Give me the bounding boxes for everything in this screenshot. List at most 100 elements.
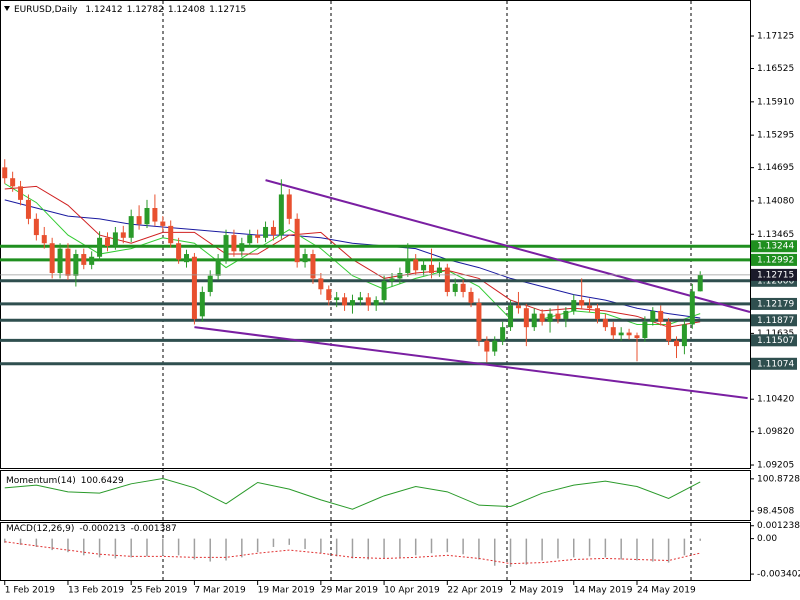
candle-body bbox=[587, 305, 593, 309]
candle-body bbox=[365, 297, 371, 306]
candle-body bbox=[405, 259, 411, 273]
candle-body bbox=[97, 237, 103, 257]
candle-body bbox=[57, 248, 63, 273]
candle-body bbox=[594, 308, 600, 320]
y-tick-label: 1.14080 bbox=[757, 196, 794, 206]
candle-body bbox=[484, 340, 490, 352]
level-label: 1.13244 bbox=[757, 242, 794, 252]
trendline bbox=[265, 179, 751, 313]
candle-body bbox=[342, 297, 348, 306]
candle-body bbox=[421, 264, 427, 271]
candle-body bbox=[318, 278, 324, 290]
candle-body bbox=[112, 232, 118, 246]
candle-body bbox=[610, 327, 616, 336]
x-tick-label: 22 Apr 2019 bbox=[447, 586, 503, 596]
candle-body bbox=[689, 291, 695, 325]
level-label: 1.12992 bbox=[757, 255, 794, 265]
y-tick-label: 0.00 bbox=[757, 534, 777, 544]
level-label-box bbox=[751, 314, 797, 327]
level-label: 1.11074 bbox=[757, 359, 794, 369]
candle-body bbox=[523, 308, 529, 328]
candle-body bbox=[49, 243, 55, 273]
candle-body bbox=[579, 300, 585, 306]
candle-body bbox=[500, 327, 506, 341]
candle-body bbox=[215, 259, 221, 276]
candle-body bbox=[184, 254, 190, 263]
x-tick-label: 10 Apr 2019 bbox=[384, 586, 440, 596]
candle-body bbox=[436, 267, 442, 273]
candle-body bbox=[73, 254, 79, 276]
candle-body bbox=[674, 340, 680, 347]
momentum-frame bbox=[0, 470, 751, 521]
candle-body bbox=[310, 254, 316, 279]
level-label-box bbox=[751, 334, 797, 347]
candle-body bbox=[104, 237, 110, 246]
candle-body bbox=[658, 310, 664, 322]
candle-body bbox=[231, 235, 237, 252]
y-tick-label: 1.09205 bbox=[757, 461, 794, 471]
candle-body bbox=[571, 300, 577, 311]
candle-body bbox=[128, 216, 134, 238]
candle-body bbox=[642, 321, 648, 338]
x-tick-label: 7 Mar 2019 bbox=[194, 586, 246, 596]
current-price-label: 1.12715 bbox=[757, 270, 794, 280]
open: 1.12412 bbox=[85, 5, 122, 15]
symbol: EURUSD,Daily bbox=[14, 5, 78, 15]
current-price-box bbox=[751, 268, 797, 281]
candle-body bbox=[33, 218, 39, 236]
candle-body bbox=[531, 313, 537, 328]
momentum-line bbox=[4, 477, 701, 510]
candle-body bbox=[618, 332, 624, 336]
candle-body bbox=[152, 208, 158, 222]
candle-body bbox=[626, 332, 632, 336]
close: 1.12715 bbox=[209, 5, 246, 15]
menu-arrow[interactable] bbox=[4, 6, 10, 11]
candle-body bbox=[468, 291, 474, 303]
level-label: 1.12179 bbox=[757, 299, 794, 309]
high: 1.12782 bbox=[127, 5, 164, 15]
candle-body bbox=[389, 278, 395, 282]
x-tick-label: 2 May 2019 bbox=[511, 586, 564, 596]
candle-body bbox=[515, 305, 521, 309]
candle-body bbox=[89, 256, 95, 265]
candle-body bbox=[199, 291, 205, 317]
candle-body bbox=[191, 256, 197, 320]
candle-body bbox=[429, 264, 435, 273]
candle-body bbox=[563, 310, 569, 320]
candle-body bbox=[294, 218, 300, 263]
candle-body bbox=[326, 289, 332, 301]
candle-body bbox=[602, 319, 608, 328]
candle-body bbox=[452, 283, 458, 292]
candle-body bbox=[263, 226, 269, 238]
candle-body bbox=[539, 313, 545, 322]
moving-average bbox=[4, 199, 701, 319]
candle-body bbox=[357, 297, 363, 301]
x-tick-label: 1 Feb 2019 bbox=[5, 586, 56, 596]
candle-body bbox=[65, 248, 71, 276]
moving-average bbox=[4, 183, 701, 325]
y-tick-label: 1.17125 bbox=[757, 32, 794, 42]
level-label-box bbox=[751, 253, 797, 266]
candle-body bbox=[120, 232, 126, 238]
y-tick-label: 1.15295 bbox=[757, 131, 794, 141]
candle-body bbox=[302, 254, 308, 263]
level-label: 1.11507 bbox=[757, 336, 794, 346]
candle-body bbox=[381, 281, 387, 301]
candle-body bbox=[239, 243, 245, 252]
candle-body bbox=[247, 235, 253, 244]
candle-body bbox=[136, 216, 142, 225]
candle-body bbox=[286, 194, 292, 219]
candle-body bbox=[334, 297, 340, 301]
level-label: 1.12606 bbox=[757, 276, 794, 286]
candle-body bbox=[460, 283, 466, 292]
y-tick-label: 1.16525 bbox=[757, 64, 794, 74]
macd-frame bbox=[0, 522, 751, 581]
y-tick-label: 100.8728 bbox=[757, 474, 800, 484]
candle-body bbox=[373, 300, 379, 306]
indicator-value: -0.000213 bbox=[79, 524, 125, 534]
level-label-box bbox=[751, 240, 797, 253]
y-tick-label: 1.10420 bbox=[757, 395, 794, 405]
candle-body bbox=[547, 313, 553, 322]
low: 1.12408 bbox=[168, 5, 205, 15]
candle-body bbox=[41, 235, 47, 244]
